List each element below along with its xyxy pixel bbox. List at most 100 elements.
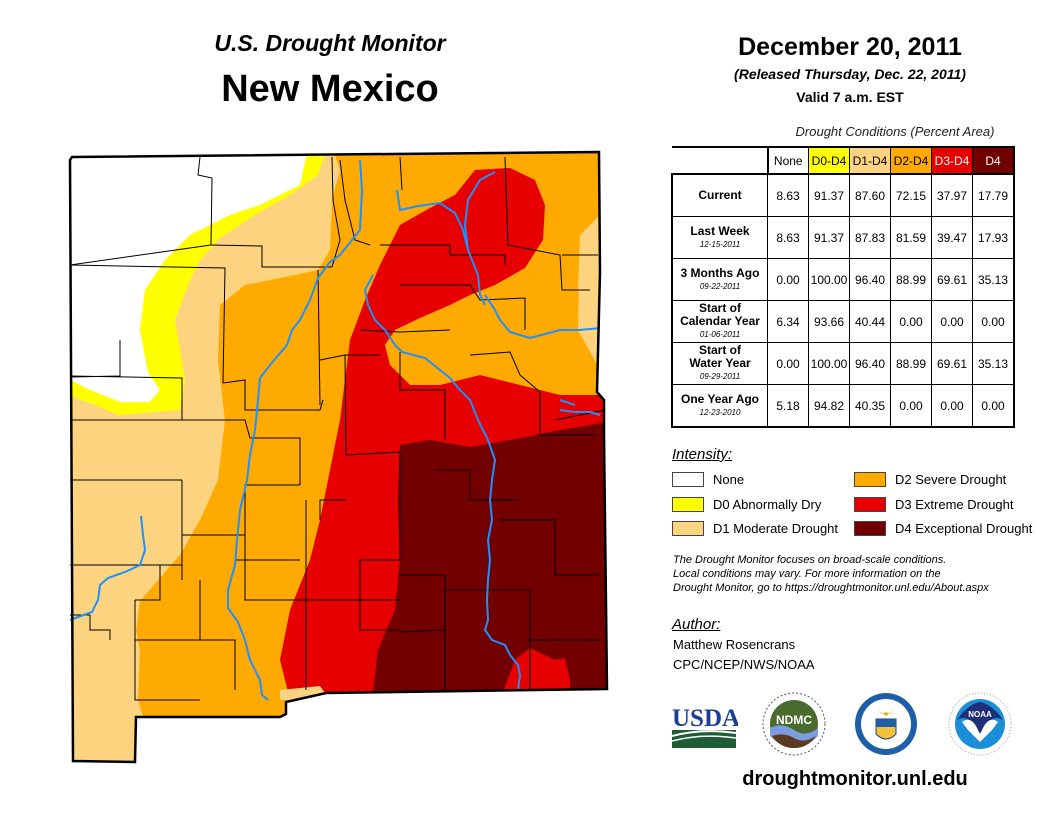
table-cell: 96.40 xyxy=(849,258,891,301)
zone-none-nw xyxy=(70,152,310,402)
table-cell: 0.00 xyxy=(767,342,809,385)
row-label-text-2: Water Year xyxy=(689,356,751,370)
table-cell: 91.37 xyxy=(808,173,850,217)
table-cell: 0.00 xyxy=(931,300,973,343)
legend-label: None xyxy=(713,472,745,487)
col-header-d2-d4: D2-D4 xyxy=(890,146,932,175)
zone-d0-nw xyxy=(70,152,330,420)
table-cell: 0.00 xyxy=(767,258,809,301)
legend-label: D4 Exceptional Drought xyxy=(895,521,1033,536)
row-label: Start of Water Year 09-29-2011 xyxy=(671,342,768,385)
table-cell: 93.66 xyxy=(808,300,850,343)
legend-swatch xyxy=(854,521,886,536)
col-header-none: None xyxy=(767,146,809,175)
table-cell: 100.00 xyxy=(808,258,850,301)
table-cell: 0.00 xyxy=(890,300,932,343)
table-row: Current 8.63 91.37 87.60 72.15 37.97 17.79 xyxy=(671,173,1015,217)
table-cell: 69.61 xyxy=(931,258,973,301)
author-org: CPC/NCEP/NWS/NOAA xyxy=(673,657,815,672)
noaa-logo-text: NOAA xyxy=(968,710,992,719)
row-date: 01-06-2011 xyxy=(699,330,741,339)
row-label-text: 3 Months Ago xyxy=(680,265,760,280)
table-cell: 87.83 xyxy=(849,216,891,259)
drought-map xyxy=(68,150,609,764)
legend-item-none: None xyxy=(672,472,744,487)
legend-title: Intensity: xyxy=(672,446,733,463)
legend-item-d3: D3 Extreme Drought xyxy=(854,497,1014,512)
table-cell: 35.13 xyxy=(972,342,1015,385)
table-cell: 39.47 xyxy=(931,216,973,259)
legend-swatch xyxy=(672,472,704,487)
release-date: (Released Thursday, Dec. 22, 2011) xyxy=(734,66,966,82)
table-cell: 87.60 xyxy=(849,173,891,217)
table-cell: 69.61 xyxy=(931,342,973,385)
legend-swatch xyxy=(672,521,704,536)
col-header-d4: D4 xyxy=(972,146,1015,175)
table-cell: 37.97 xyxy=(931,173,973,217)
author-heading: Author: xyxy=(672,616,721,633)
commerce-seal xyxy=(854,692,918,756)
ndmc-logo-text: NDMC xyxy=(776,713,812,727)
col-header-d0-d4: D0-D4 xyxy=(808,146,850,175)
table-cell: 8.63 xyxy=(767,173,809,217)
note-line: The Drought Monitor focuses on broad-sca… xyxy=(673,554,947,566)
valid-time: Valid 7 a.m. EST xyxy=(796,89,904,105)
table-row: Start of Calendar Year 01-06-2011 6.34 93.66… xyxy=(671,300,1015,343)
row-label-text: Start of xyxy=(699,301,741,315)
table-cell: 6.34 xyxy=(767,300,809,343)
table-header-row: None D0-D4 D1-D4 D2-D4 D3-D4 D4 xyxy=(672,146,1015,175)
legend-label: D3 Extreme Drought xyxy=(895,497,1014,512)
disclaimer-note: The Drought Monitor focuses on broad-sca… xyxy=(673,553,1043,595)
row-label-text: Last Week xyxy=(690,223,750,238)
usda-logo-text: USDA xyxy=(672,705,738,732)
legend-label: D0 Abnormally Dry xyxy=(713,497,822,512)
row-date: 12-15-2011 xyxy=(699,239,741,249)
website-url[interactable]: droughtmonitor.unl.edu xyxy=(742,768,968,790)
row-date: 12-23-2010 xyxy=(699,407,741,417)
zone-d4 xyxy=(372,420,607,762)
drought-conditions-table: None D0-D4 D1-D4 D2-D4 D3-D4 D4 Current 8… xyxy=(671,146,1015,428)
row-label-text-2: Calendar Year xyxy=(680,314,760,328)
row-label-text: Current xyxy=(698,188,742,202)
table-cell: 17.93 xyxy=(972,216,1015,259)
table-cell: 40.35 xyxy=(849,384,891,428)
table-cell: 0.00 xyxy=(890,384,932,428)
note-line: Drought Monitor, go to https://droughtmo… xyxy=(673,582,989,594)
table-row: One Year Ago 12-23-2010 5.18 94.82 40.35 0.00… xyxy=(671,384,1015,428)
legend-item-d2: D2 Severe Drought xyxy=(854,472,1006,487)
noaa-logo: NOAA xyxy=(948,692,1012,756)
table-cell: 94.82 xyxy=(808,384,850,428)
table-cell: 8.63 xyxy=(767,216,809,259)
row-label-text: One Year Ago xyxy=(680,391,760,406)
col-header-d1-d4: D1-D4 xyxy=(849,146,891,175)
table-cell: 0.00 xyxy=(931,384,973,428)
col-header-d3-d4: D3-D4 xyxy=(931,146,973,175)
row-label: Current xyxy=(671,173,768,217)
table-cell: 35.13 xyxy=(972,258,1015,301)
usda-logo: USDA xyxy=(671,700,740,750)
rivers xyxy=(69,159,601,701)
legend-label: D2 Severe Drought xyxy=(895,472,1007,487)
legend-item-d4: D4 Exceptional Drought xyxy=(854,521,1032,536)
table-cell: 40.44 xyxy=(849,300,891,343)
legend-swatch xyxy=(854,497,886,512)
table-row: 3 Months Ago 09-22-2011 0.00 100.00 96.40 88.… xyxy=(671,258,1015,301)
row-label: One Year Ago 12-23-2010 xyxy=(671,384,768,428)
state-border xyxy=(68,150,609,764)
map-date: December 20, 2011 xyxy=(738,33,962,61)
legend-swatch xyxy=(854,472,886,487)
row-label: 3 Months Ago 09-22-2011 xyxy=(671,258,768,301)
legend-label: D1 Moderate Drought xyxy=(713,521,839,536)
author-name: Matthew Rosencrans xyxy=(673,637,796,652)
note-line: Local conditions may vary. For more info… xyxy=(673,568,941,580)
row-label: Start of Calendar Year 01-06-2011 xyxy=(671,300,768,343)
table-cell: 91.37 xyxy=(808,216,850,259)
legend-item-d1: D1 Moderate Drought xyxy=(672,521,838,536)
table-row: Last Week 12-15-2011 8.63 91.37 87.83 81.59 39… xyxy=(671,216,1015,259)
row-label: Last Week 12-15-2011 xyxy=(671,216,768,259)
row-date: 09-22-2011 xyxy=(699,281,741,291)
map-title: New Mexico xyxy=(221,68,439,110)
table-cell: 0.00 xyxy=(972,300,1015,343)
table-cell: 88.99 xyxy=(890,342,932,385)
table-cell: 100.00 xyxy=(808,342,850,385)
